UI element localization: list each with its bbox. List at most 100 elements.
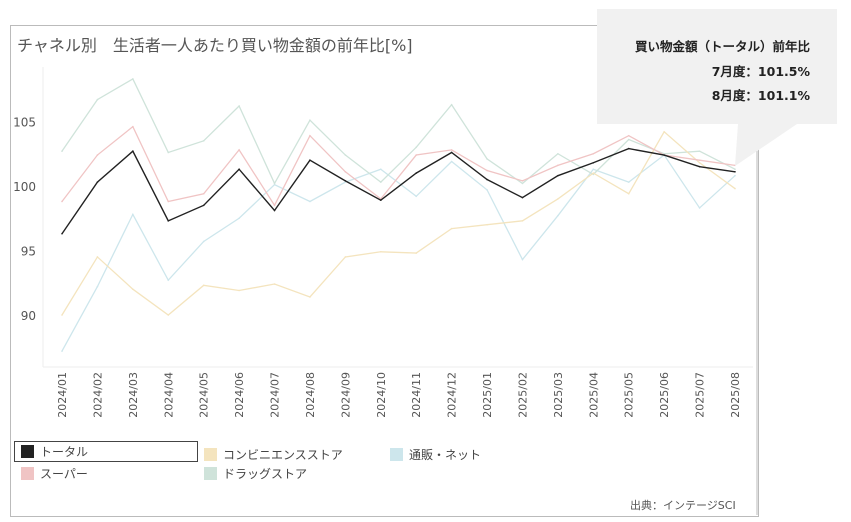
data-point <box>663 154 665 156</box>
data-point <box>379 199 382 201</box>
x-tick-label: 2025/03 <box>552 372 565 418</box>
data-point <box>415 252 418 254</box>
data-point <box>521 220 524 222</box>
data-point <box>379 181 382 183</box>
data-point <box>734 187 736 190</box>
data-point <box>627 147 630 150</box>
x-tick-label: 2024/05 <box>198 372 211 418</box>
data-point <box>592 168 595 171</box>
data-point <box>627 192 630 195</box>
data-point <box>202 192 205 195</box>
data-point <box>61 200 63 203</box>
x-tick-label: 2024/09 <box>339 372 352 418</box>
legend-label: スーパー <box>40 467 88 481</box>
data-point <box>486 158 488 160</box>
legend-swatch <box>21 445 34 458</box>
annotation-august: 8月度：101.1% <box>711 88 810 103</box>
data-point <box>344 256 347 258</box>
source-note: 出典：インテージSCI <box>630 499 736 512</box>
data-point <box>132 78 134 80</box>
data-point <box>61 232 63 235</box>
data-point <box>663 131 665 133</box>
x-tick-label: 2025/02 <box>516 372 529 418</box>
data-point <box>61 350 63 352</box>
data-point <box>734 164 736 167</box>
legend-swatch <box>204 448 217 461</box>
data-point <box>309 296 311 298</box>
data-point <box>415 195 418 198</box>
legend-label: コンビニエンスストア <box>223 448 343 462</box>
x-tick-label: 2024/04 <box>162 372 175 418</box>
x-tick-label: 2024/03 <box>127 372 140 418</box>
data-point <box>96 256 99 258</box>
data-point <box>167 200 170 203</box>
x-tick-label: 2024/08 <box>304 372 317 418</box>
x-tick-label: 2024/07 <box>269 372 282 418</box>
legend-item-total[interactable]: トータル <box>14 441 198 462</box>
data-point <box>557 174 559 177</box>
legend-item-online[interactable]: 通販・ネット <box>390 446 481 463</box>
data-point <box>627 134 630 137</box>
legend-item-drugstore[interactable]: ドラッグストア <box>204 465 307 482</box>
data-point <box>486 178 488 181</box>
data-point <box>450 151 453 154</box>
data-point <box>96 98 99 101</box>
data-point <box>557 214 559 217</box>
data-point <box>309 134 311 137</box>
series-line <box>61 78 736 185</box>
data-point <box>238 149 240 151</box>
data-point <box>592 172 595 174</box>
data-point <box>309 119 311 122</box>
data-point <box>238 217 240 220</box>
x-tick-label: 2025/08 <box>729 372 742 418</box>
data-point <box>167 314 170 316</box>
data-point <box>557 164 559 167</box>
data-point <box>698 150 701 152</box>
data-point <box>486 169 488 172</box>
series-line <box>61 125 736 207</box>
x-tick-label: 2025/07 <box>694 372 707 418</box>
x-tick-label: 2024/02 <box>91 372 104 418</box>
series-コンビニエンスストア <box>61 130 736 316</box>
data-point <box>344 180 347 182</box>
legend-item-supermarket[interactable]: スーパー <box>21 465 88 482</box>
annotation-callout: 買い物金額（トータル）前年比 7月度：101.5% 8月度：101.1% <box>597 9 837 124</box>
data-point <box>557 198 559 200</box>
data-point <box>698 161 701 164</box>
data-point <box>734 168 736 171</box>
series-line <box>61 154 736 352</box>
data-point <box>415 172 418 174</box>
chart-title: チャネル別 生活者一人あたり買い物金額の前年比[%] <box>17 36 413 55</box>
data-point <box>627 138 630 141</box>
data-point <box>415 146 418 149</box>
annotation-title: 買い物金額（トータル）前年比 <box>634 39 810 54</box>
x-tick-label: 2025/05 <box>623 372 636 418</box>
legend-swatch <box>390 448 403 461</box>
data-point <box>450 149 453 151</box>
series-line <box>61 147 736 235</box>
data-point <box>344 171 347 173</box>
data-point <box>202 284 205 287</box>
x-tick-label: 2025/01 <box>481 372 494 418</box>
data-point <box>132 288 134 291</box>
x-tick-label: 2025/04 <box>587 372 600 418</box>
data-point <box>96 181 99 183</box>
x-tick-label: 2024/01 <box>56 372 69 418</box>
data-point <box>592 152 595 155</box>
data-point <box>132 150 134 152</box>
data-point <box>61 150 63 152</box>
data-point <box>61 314 63 316</box>
y-tick-label: 100 <box>13 180 36 194</box>
y-tick-label: 95 <box>21 245 36 259</box>
data-point <box>521 182 524 185</box>
legend-item-cvs[interactable]: コンビニエンスストア <box>204 446 343 463</box>
data-point <box>202 140 205 142</box>
data-point <box>202 204 205 207</box>
data-point <box>557 152 559 155</box>
data-point <box>273 209 276 212</box>
data-point <box>415 154 418 156</box>
data-point <box>202 240 205 243</box>
data-point <box>379 168 382 171</box>
data-point <box>309 200 311 203</box>
y-tick-label: 105 <box>13 116 36 130</box>
